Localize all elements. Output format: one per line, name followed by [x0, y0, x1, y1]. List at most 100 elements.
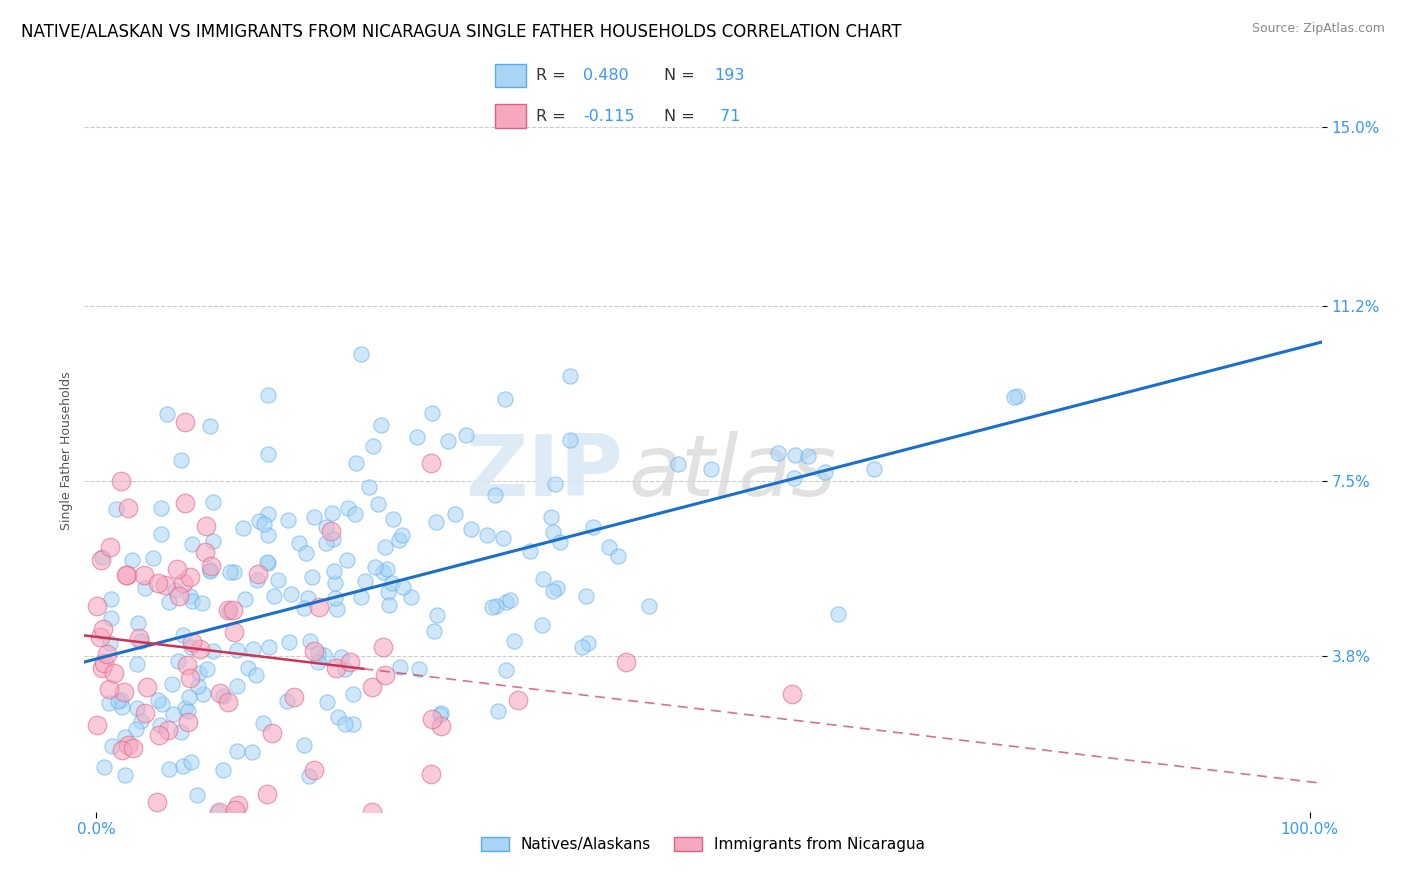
Point	[363, 559, 385, 574]
Point	[97, 682, 120, 697]
Point	[606, 549, 628, 563]
Point	[343, 508, 366, 522]
Point	[429, 708, 451, 723]
Point	[179, 589, 201, 603]
Text: N =: N =	[664, 109, 700, 124]
Point	[240, 745, 263, 759]
Point	[391, 580, 413, 594]
Point	[236, 661, 259, 675]
Point	[575, 589, 598, 603]
Point	[107, 694, 129, 708]
Point	[172, 628, 194, 642]
Point	[321, 506, 343, 520]
Point	[339, 655, 361, 669]
Point	[401, 590, 423, 604]
Point	[93, 760, 115, 774]
Point	[558, 369, 581, 384]
Point	[173, 496, 195, 510]
Point	[129, 714, 152, 728]
Text: Source: ZipAtlas.com: Source: ZipAtlas.com	[1251, 22, 1385, 36]
Point	[218, 565, 240, 579]
Point	[225, 744, 247, 758]
Point	[191, 688, 214, 702]
Point	[114, 768, 136, 782]
Point	[388, 660, 411, 674]
Point	[91, 549, 114, 564]
Point	[217, 695, 239, 709]
Point	[177, 715, 200, 730]
Point	[187, 679, 209, 693]
Point	[146, 576, 169, 591]
Point	[302, 643, 325, 657]
Point	[98, 635, 121, 649]
Point	[299, 633, 322, 648]
Point	[156, 407, 179, 421]
Point	[506, 693, 529, 707]
Point	[302, 764, 325, 778]
Point	[444, 507, 467, 521]
Point	[312, 648, 335, 663]
Text: -0.115: -0.115	[583, 109, 634, 124]
Point	[222, 565, 245, 579]
Point	[301, 570, 323, 584]
Point	[541, 525, 564, 540]
Point	[548, 535, 571, 549]
FancyBboxPatch shape	[495, 104, 526, 128]
Point	[201, 644, 224, 658]
Point	[425, 515, 447, 529]
Point	[186, 788, 208, 802]
Point	[180, 756, 202, 770]
Point	[117, 738, 139, 752]
Point	[456, 428, 478, 442]
Point	[149, 718, 172, 732]
Point	[371, 565, 394, 579]
Point	[371, 640, 394, 654]
Point	[342, 717, 364, 731]
Point	[180, 640, 202, 655]
Point	[111, 742, 134, 756]
Point	[419, 766, 441, 780]
Point	[336, 553, 359, 567]
Point	[181, 634, 204, 648]
Point	[257, 388, 280, 402]
Point	[166, 562, 188, 576]
Point	[256, 788, 278, 802]
Point	[576, 635, 599, 649]
Text: 71: 71	[714, 109, 740, 124]
Point	[256, 528, 278, 542]
Point	[335, 716, 357, 731]
Point	[148, 728, 170, 742]
Y-axis label: Single Father Households: Single Father Households	[60, 371, 73, 530]
Point	[323, 576, 346, 591]
Point	[323, 564, 346, 578]
Point	[177, 704, 200, 718]
Point	[110, 474, 132, 488]
Point	[783, 448, 806, 462]
Point	[319, 524, 342, 538]
Point	[374, 668, 396, 682]
Point	[342, 687, 364, 701]
Point	[212, 763, 235, 777]
Point	[292, 738, 315, 752]
Point	[198, 564, 221, 578]
Point	[246, 574, 269, 588]
Point	[315, 695, 337, 709]
Point	[391, 528, 413, 542]
Point	[162, 677, 184, 691]
Point	[326, 710, 349, 724]
Point	[460, 522, 482, 536]
Text: ZIP: ZIP	[465, 431, 623, 514]
Point	[388, 533, 411, 547]
Point	[114, 730, 136, 744]
Point	[100, 541, 122, 555]
Point	[304, 509, 326, 524]
Point	[194, 545, 217, 559]
Point	[361, 805, 384, 819]
Point	[200, 418, 222, 433]
Legend: Natives/Alaskans, Immigrants from Nicaragua: Natives/Alaskans, Immigrants from Nicara…	[475, 831, 931, 858]
Point	[121, 552, 143, 566]
Point	[226, 679, 249, 693]
Point	[430, 719, 453, 733]
Point	[156, 723, 179, 737]
Point	[422, 406, 444, 420]
